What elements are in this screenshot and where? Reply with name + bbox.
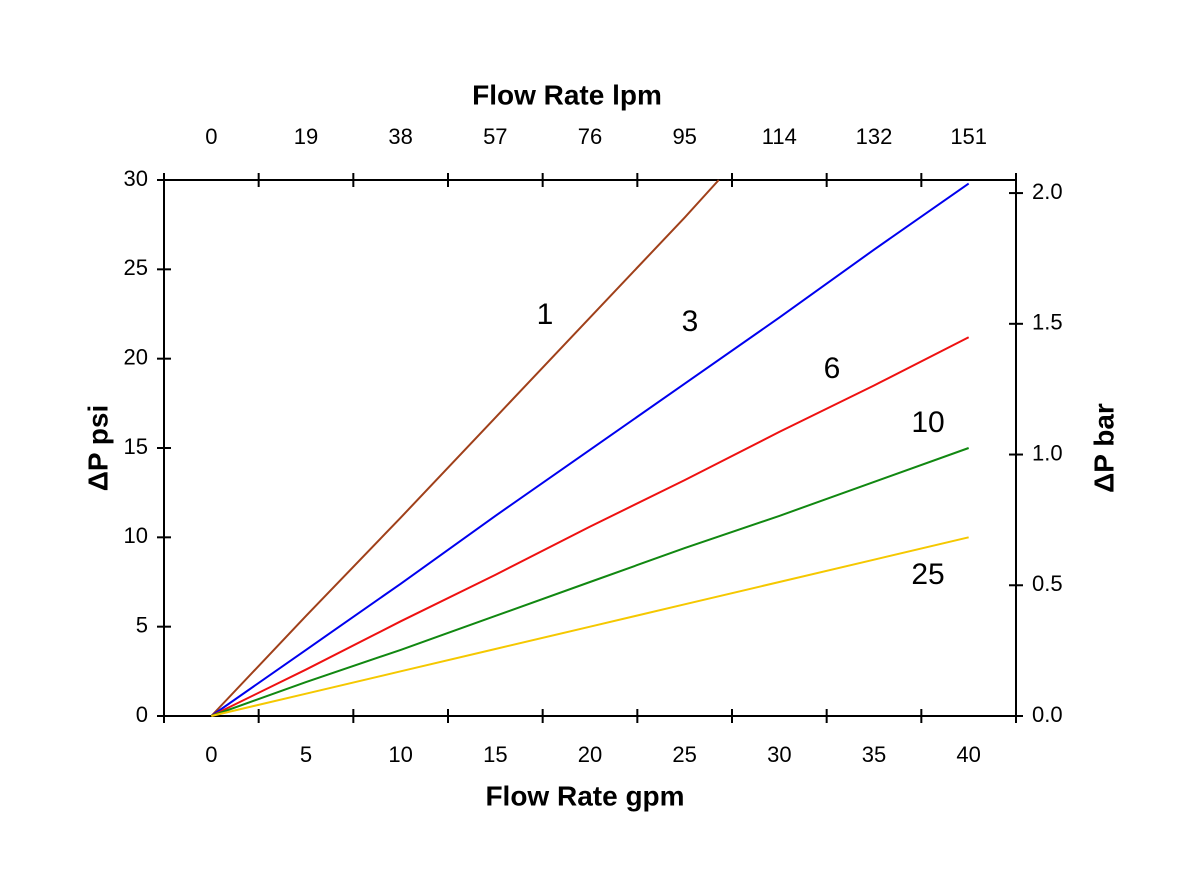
y2-tick-label: 2.0 [1032, 179, 1063, 204]
series-line [210, 182, 970, 717]
series-line [210, 336, 970, 717]
y-tick-label: 10 [124, 523, 148, 548]
x-tick-label: 10 [388, 742, 412, 767]
y-tick-label: 20 [124, 344, 148, 369]
x2-tick-label: 132 [856, 124, 893, 149]
x-tick-label: 30 [767, 742, 791, 767]
x2-tick-label: 76 [578, 124, 602, 149]
y2-tick-label: 0.5 [1032, 571, 1063, 596]
y-tick-label: 25 [124, 255, 148, 280]
x-tick-label: 5 [300, 742, 312, 767]
x2-axis-title: Flow Rate lpm [472, 79, 662, 110]
x-tick-label: 20 [578, 742, 602, 767]
plot-frame [163, 179, 1017, 717]
x-tick-label: 25 [672, 742, 696, 767]
y-tick-label: 0 [136, 702, 148, 727]
y-axis-title: ΔP psi [82, 405, 113, 492]
x-tick-label: 0 [205, 742, 217, 767]
x-tick-label: 40 [956, 742, 980, 767]
y-tick-label: 30 [124, 166, 148, 191]
series-line [210, 179, 720, 717]
series-label: 6 [824, 352, 841, 385]
series-label: 25 [911, 558, 944, 591]
x2-tick-label: 151 [950, 124, 987, 149]
y-tick-label: 15 [124, 434, 148, 459]
x2-tick-label: 57 [483, 124, 507, 149]
x2-tick-label: 0 [205, 124, 217, 149]
series-line [211, 536, 969, 717]
y2-tick-label: 1.0 [1032, 440, 1063, 465]
y-tick-label: 5 [136, 612, 148, 637]
x-tick-label: 35 [862, 742, 886, 767]
y2-tick-label: 1.5 [1032, 310, 1063, 335]
series-label: 3 [682, 305, 699, 338]
y2-axis-title: ΔP bar [1088, 403, 1119, 493]
series-line [210, 447, 970, 717]
x2-tick-label: 38 [388, 124, 412, 149]
series-label: 10 [911, 406, 944, 439]
x2-tick-label: 95 [672, 124, 696, 149]
y2-tick-label: 0.0 [1032, 702, 1063, 727]
series-label: 1 [537, 298, 554, 331]
x2-tick-label: 19 [294, 124, 318, 149]
x-tick-label: 15 [483, 742, 507, 767]
x-axis-title: Flow Rate gpm [485, 780, 684, 811]
x2-tick-label: 114 [762, 124, 797, 149]
